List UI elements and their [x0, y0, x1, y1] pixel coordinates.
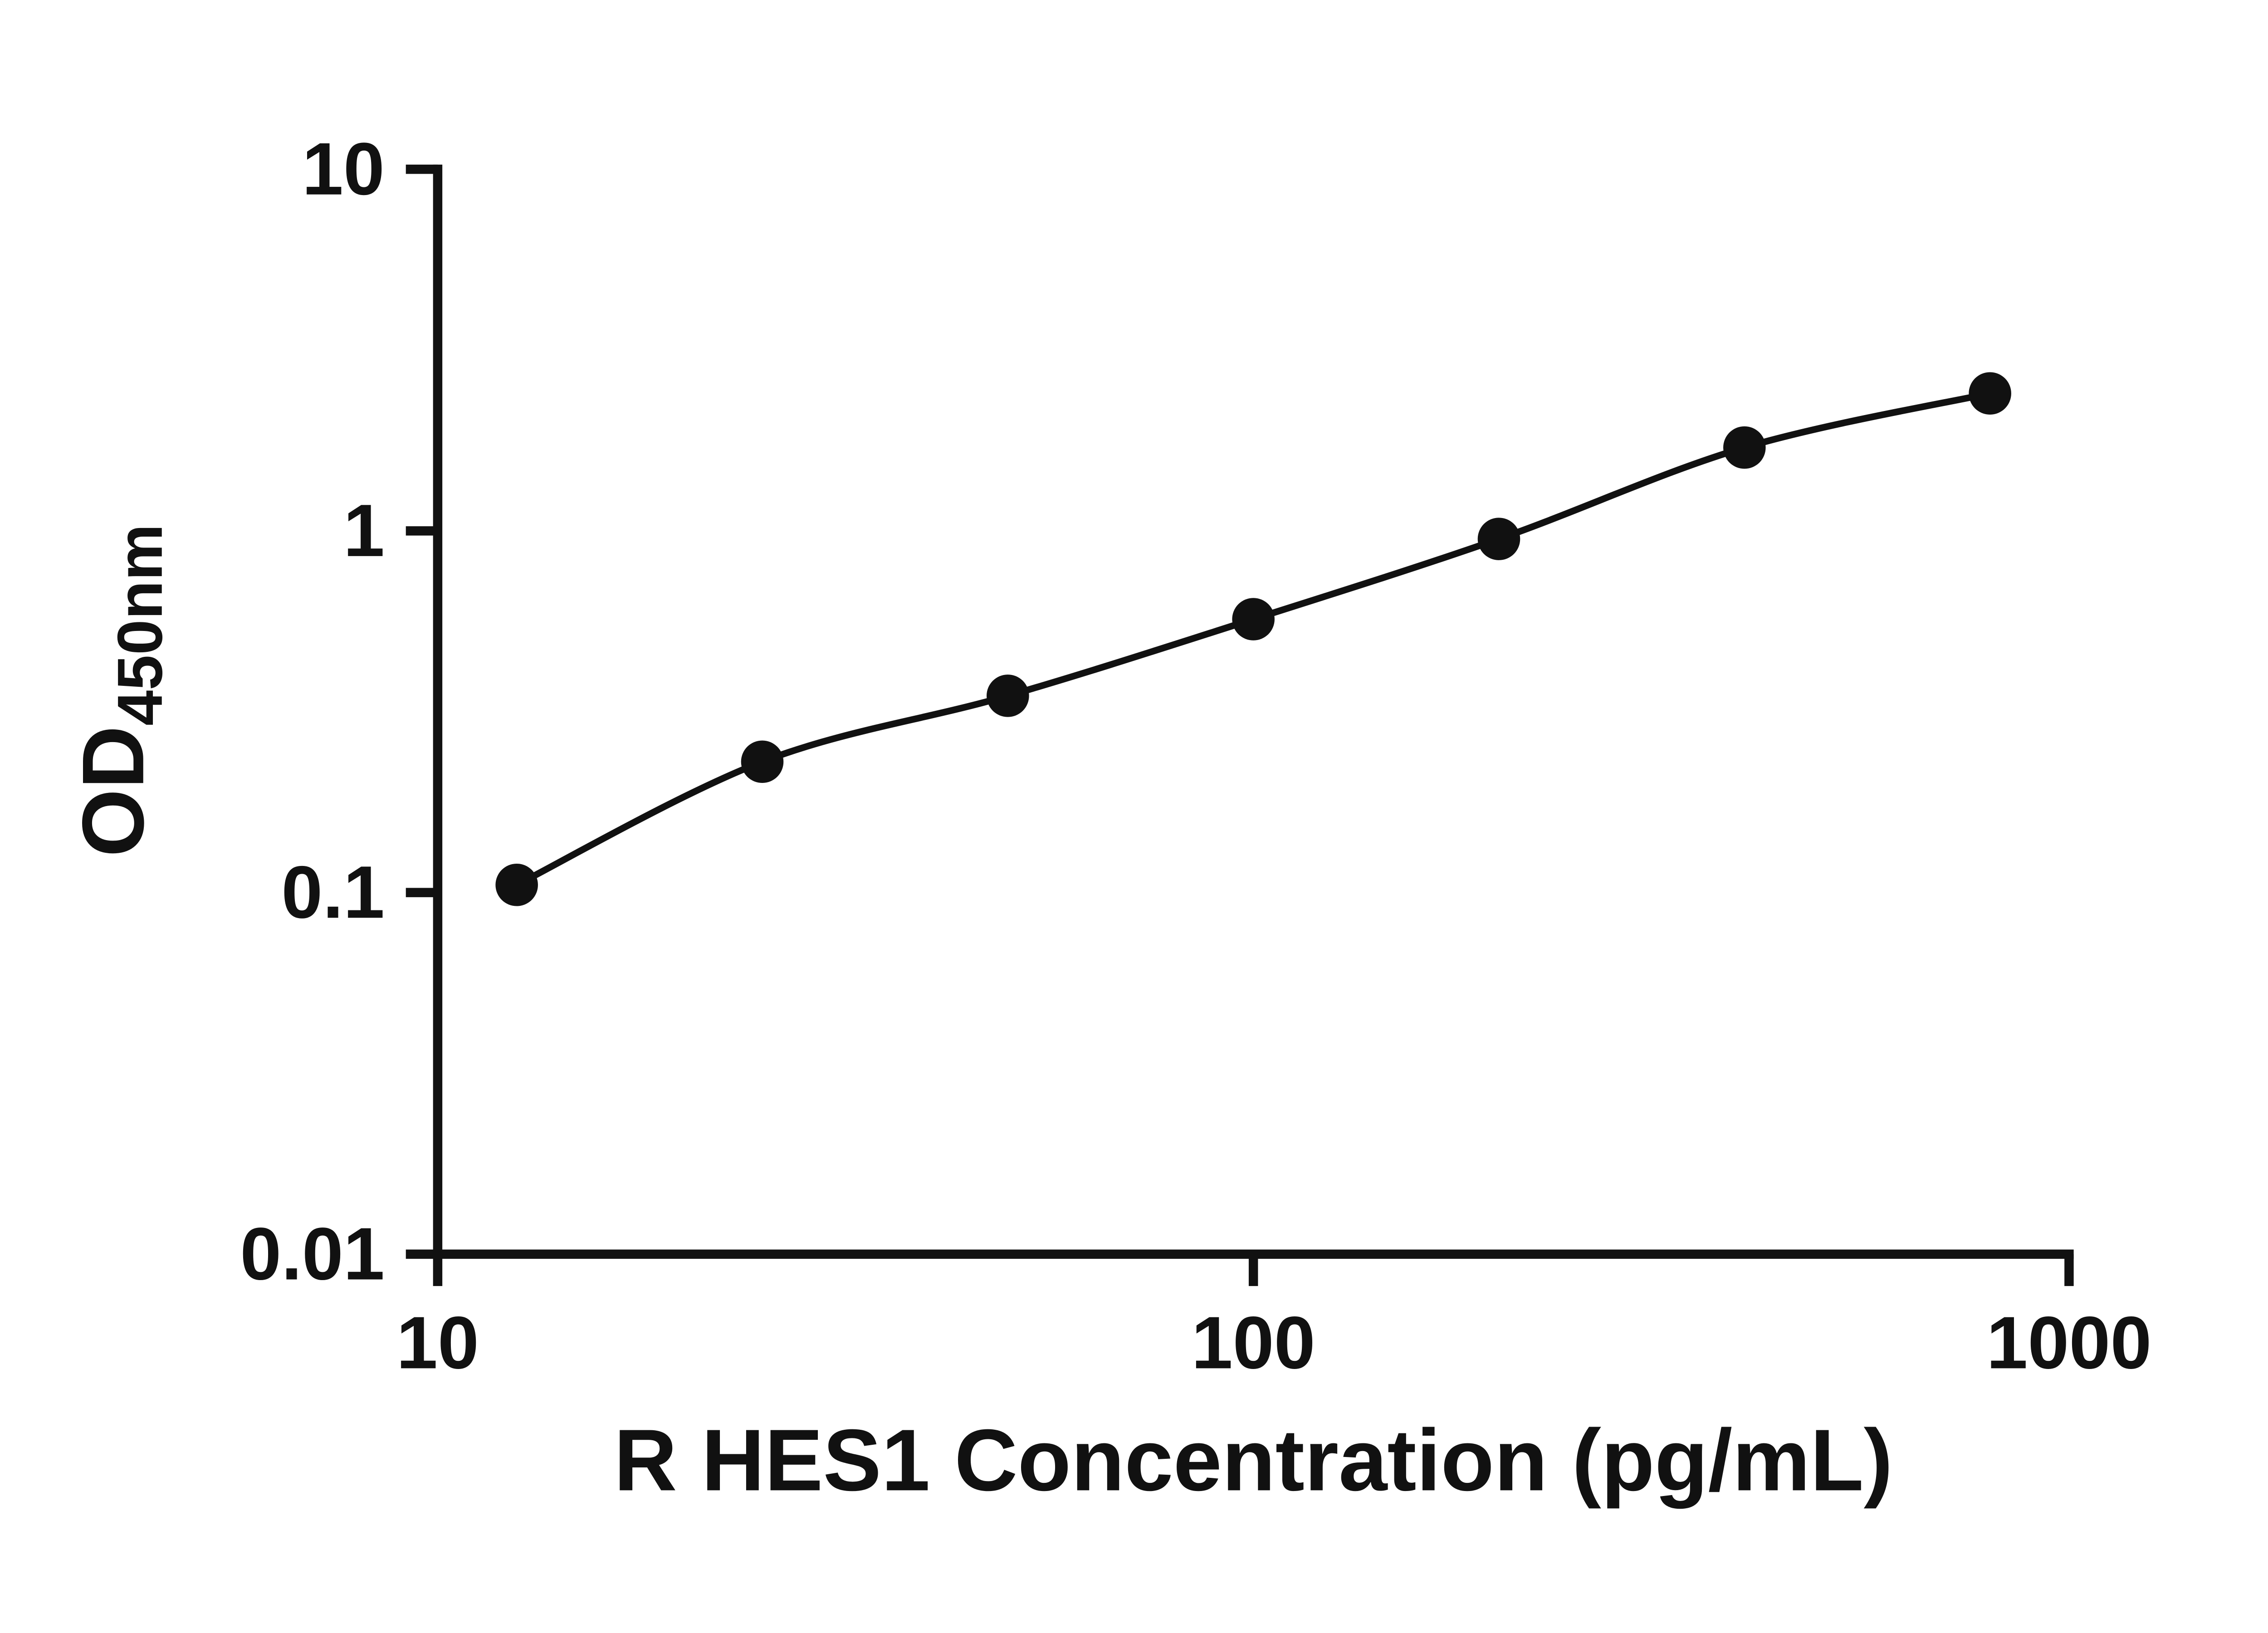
y-axis-title-subscript: 450nm [104, 524, 176, 726]
y-axis-title: OD450nm [64, 524, 176, 857]
data-point [495, 863, 538, 906]
y-axis-title-main: OD [64, 726, 162, 857]
y-tick-label: 1 [343, 489, 385, 572]
data-point [741, 740, 784, 783]
x-tick-label: 1000 [1986, 1301, 2151, 1384]
tick-labels-layer: 0.01 0.1 1 10 10 100 1000 [240, 127, 2151, 1384]
y-tick-label: 0.01 [240, 1212, 385, 1295]
x-tick-label: 10 [396, 1301, 479, 1384]
data-points-layer [495, 372, 2011, 906]
y-tick-label: 0.1 [281, 851, 385, 934]
data-point [1969, 372, 2011, 415]
axis-spines [433, 164, 2074, 1259]
axes [406, 164, 2074, 1286]
x-axis-title: R HES1 Concentration (pg/mL) [614, 1411, 1893, 1509]
data-point [1477, 518, 1520, 560]
data-point [987, 675, 1029, 717]
x-tick-label: 100 [1192, 1301, 1315, 1384]
y-tick-label: 10 [302, 127, 385, 210]
data-point [1232, 598, 1275, 640]
data-point [1723, 426, 1766, 469]
